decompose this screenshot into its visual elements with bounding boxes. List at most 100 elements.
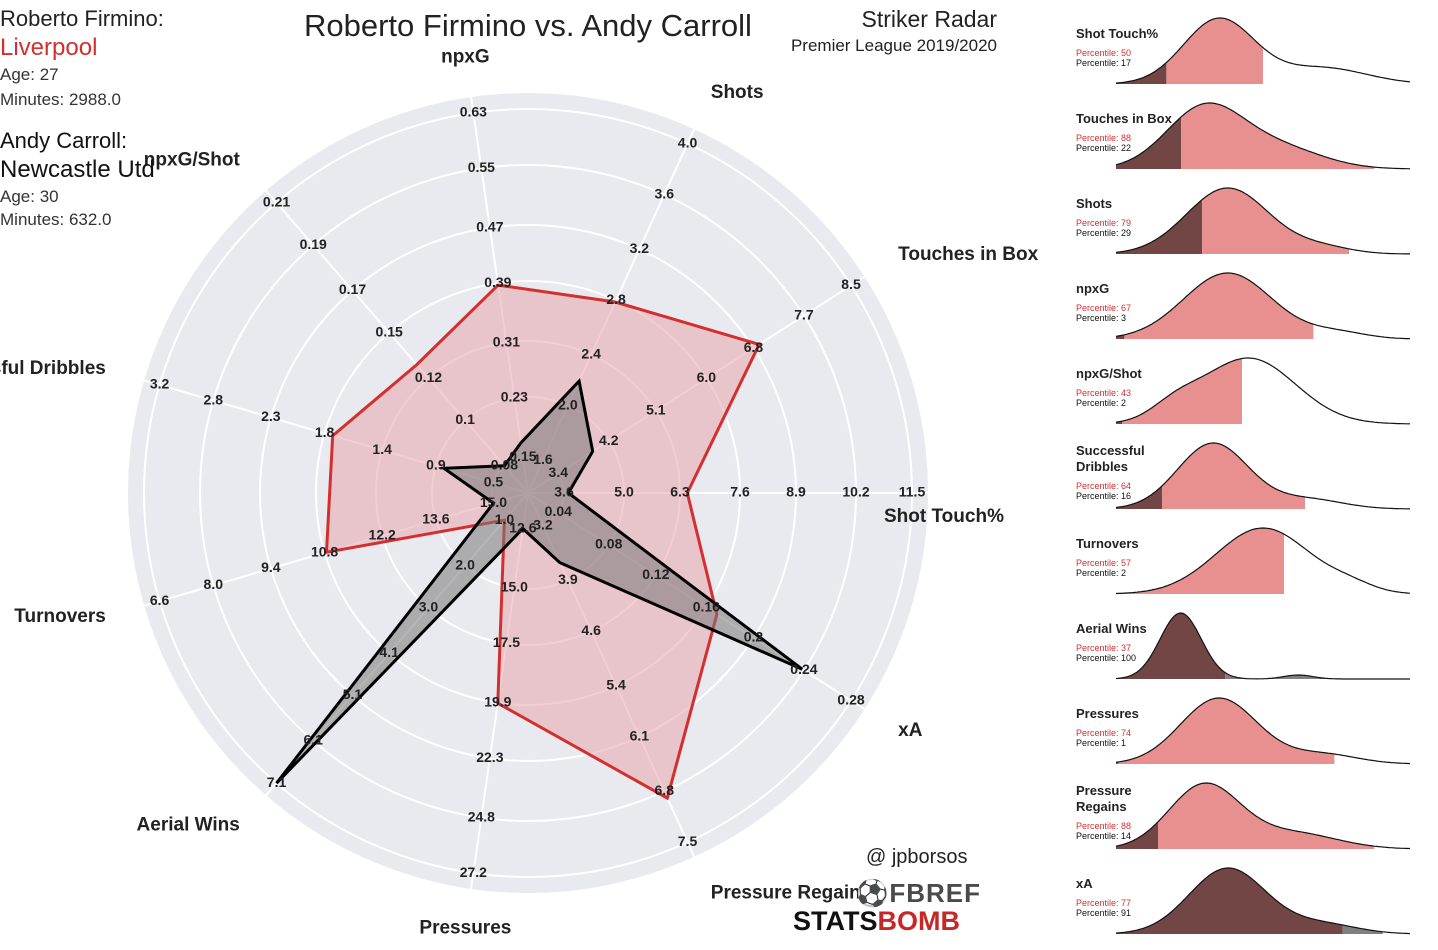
player1-club: Liverpool [0,34,98,61]
tick-label: 15.0 [480,494,507,510]
player2-minutes: Minutes: 632.0 [0,210,112,229]
kde-curve [1115,17,1411,84]
radar-name: Striker Radar [861,6,997,32]
kde-curve [1115,782,1410,850]
p2-percentile: Percentile: 91 [1076,908,1131,918]
tick-label: 3.9 [558,571,578,587]
kde-shared-area [1116,485,1163,509]
tick-label: 6.1 [630,727,650,743]
player2-club: Newcastle Utd [0,156,155,183]
tick-label: 24.8 [468,808,495,824]
kde-curve [1115,867,1411,935]
axis-label: Shot Touch% [884,506,1004,527]
tick-label: 5.1 [646,402,666,418]
fbref-logo: ⚽FBREF [856,878,981,909]
tick-label: 19.9 [484,694,511,710]
kde-curve [1115,357,1410,425]
player1-name: Roberto Firmino: [0,6,164,31]
tick-label: 2.8 [606,291,626,307]
tick-label: 6.8 [744,339,764,355]
p1-percentile: Percentile: 43 [1076,388,1131,398]
kde-difference-area [1181,103,1375,169]
tick-label: 0.15 [376,323,403,339]
tick-label: 6.6 [150,592,170,608]
panel-title: Shot Touch% [1076,26,1159,41]
tick-label: 11.5 [899,484,926,500]
axis-label: npxG/Shot [144,149,241,170]
percentile-panel: Touches in Box Percentile: 88Percentile: … [1076,102,1411,170]
tick-label: 7.5 [678,833,698,849]
tick-label: 0.08 [491,456,518,472]
tick-label: 2.4 [581,345,601,361]
tick-label: 6.8 [655,782,675,798]
tick-label: 4.1 [379,644,399,660]
tick-label: 4.2 [599,432,619,448]
tick-label: 8.0 [204,576,224,592]
tick-label: 0.12 [415,369,442,385]
p2-percentile: Percentile: 2 [1076,568,1126,578]
tick-label: 5.4 [606,677,626,693]
kde-curve [1115,442,1411,510]
p1-percentile: Percentile: 57 [1076,558,1131,568]
kde-difference-area [1166,18,1263,84]
panel-title: Pressures [1076,706,1139,721]
player1-minutes: Minutes: 2988.0 [0,90,121,109]
tick-label: 3.0 [419,599,439,615]
kde-curve [1115,272,1411,340]
tick-label: 5.0 [614,484,634,500]
p2-percentile: Percentile: 29 [1076,228,1131,238]
axis-label: Pressures [419,918,511,939]
kde-curve [1115,697,1411,765]
kde-difference-area [1124,273,1314,339]
p2-percentile: Percentile: 100 [1076,653,1136,663]
kde-difference-area [1225,672,1410,679]
tick-label: 3.6 [554,484,574,500]
kde-curve [1115,102,1411,170]
axis-label: Shots [711,82,764,103]
statsbomb-wordmark-b: BOMB [877,906,961,936]
kde-curve [1115,612,1410,680]
player2-name: Andy Carroll: [0,128,128,153]
player2-age: Age: 30 [0,187,59,206]
p2-percentile: Percentile: 14 [1076,831,1131,841]
tick-label: 8.5 [841,276,861,292]
panel-title: Regains [1076,799,1127,814]
kde-difference-area [1118,698,1335,764]
panel-title: npxG [1076,281,1109,296]
radar-chart: 3.6 5.0 6.3 7.6 8.9 10.2 11.5 Shot Touch% 3.4 4.2… [0,46,1039,938]
tick-label: 0.04 [545,503,572,519]
tick-label: 10.8 [311,543,338,559]
kde-curve [1115,187,1410,255]
tick-label: 13.6 [422,511,449,527]
tick-label: 0.21 [263,193,290,209]
tick-label: 0.5 [484,474,504,490]
axis-label: xA [898,720,923,741]
tick-label: 0.17 [339,281,366,297]
tick-label: 0.15 [509,448,536,464]
tick-label: 0.08 [595,536,622,552]
fbref-wordmark: FBREF [889,878,982,908]
kde-shared-area [1116,821,1158,849]
kde-difference-area [1162,443,1305,509]
tick-label: 0.19 [300,236,327,252]
kde-curve [1115,527,1411,595]
tick-label: 0.24 [790,661,817,677]
tick-label: 7.1 [267,774,287,790]
tick-label: 17.5 [493,634,520,650]
kde-difference-area [1122,528,1284,594]
p1-percentile: Percentile: 79 [1076,218,1131,228]
kde-shared-area [1116,868,1343,934]
tick-label: 0.63 [460,104,487,120]
tick-label: 1.4 [372,441,392,457]
tick-label: 1.6 [533,451,553,467]
tick-label: 1.0 [495,511,515,527]
